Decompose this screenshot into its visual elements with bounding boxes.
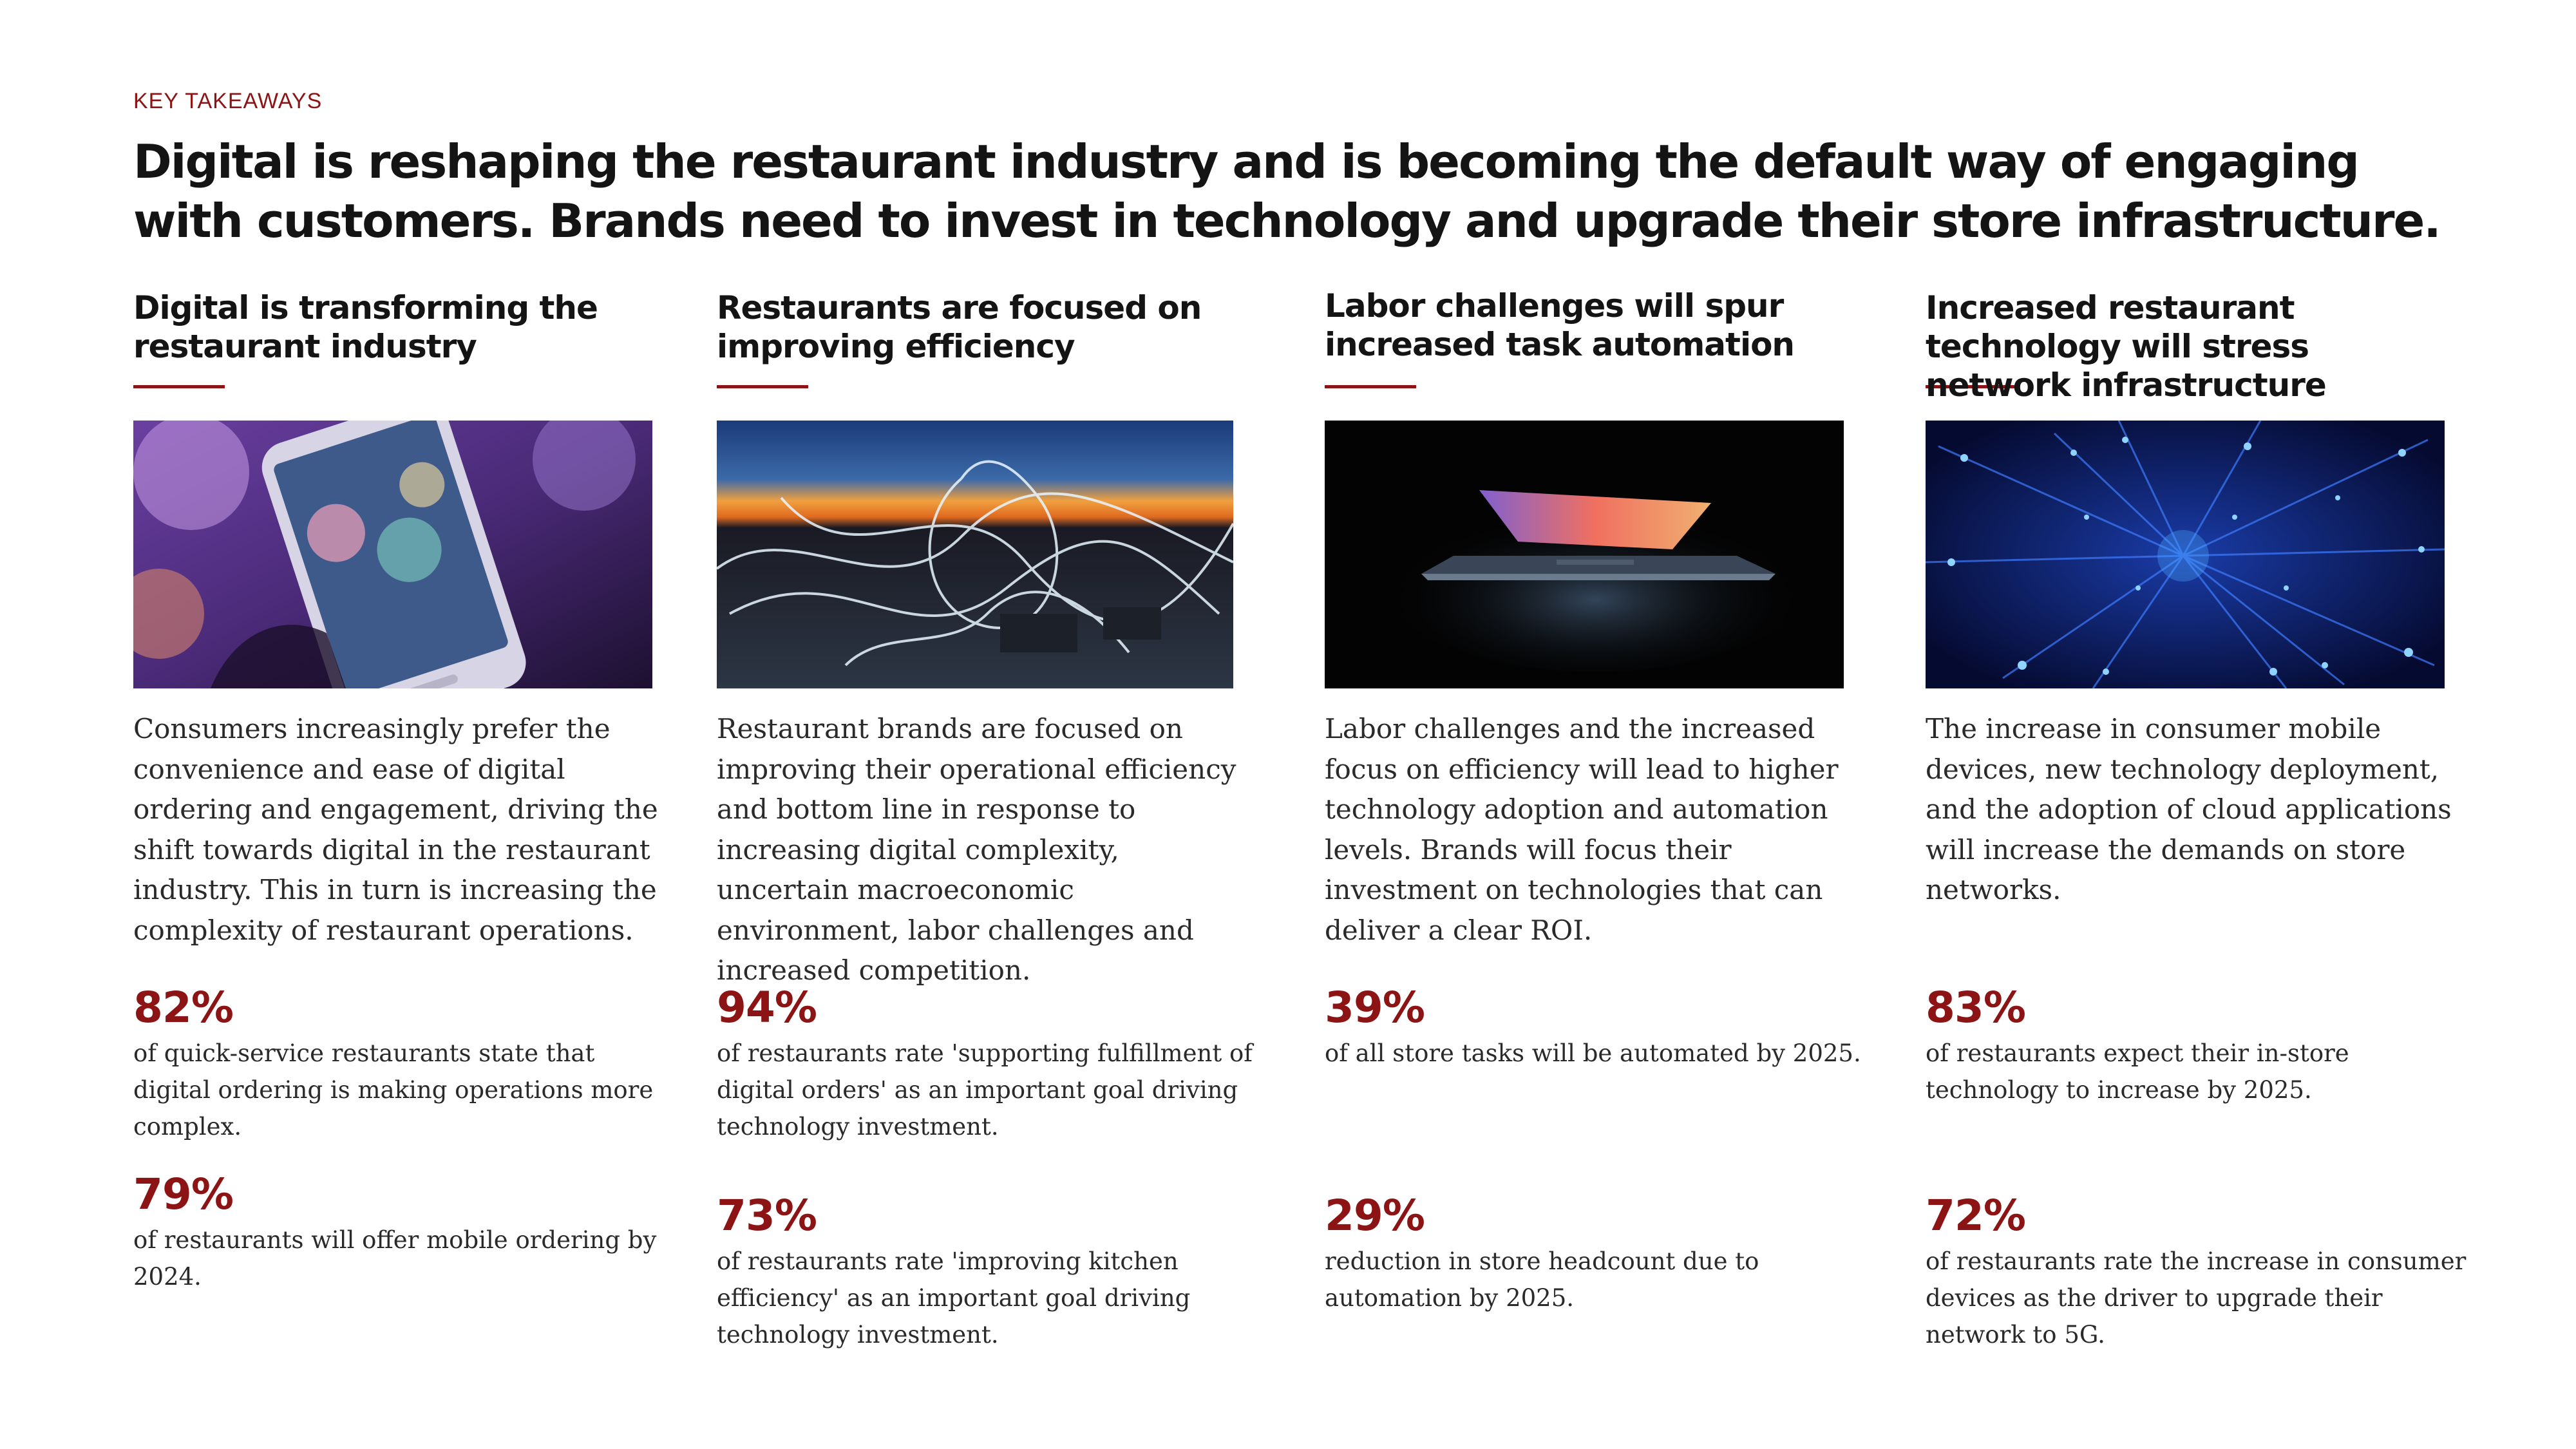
- smartphone-bokeh-photo: [133, 421, 652, 688]
- column-title: Restaurants are focused on improving eff…: [717, 289, 1202, 365]
- takeaway-column-labor: Labor challenges will spur increased tas…: [1325, 287, 1861, 1312]
- light-trails-sunset-photo: [717, 421, 1233, 688]
- stat-value: 39%: [1325, 983, 1425, 1032]
- accent-rule: [133, 385, 225, 388]
- column-body: The increase in consumer mobile devices,…: [1926, 713, 2452, 905]
- stat-value: 79%: [133, 1170, 234, 1219]
- fiber-optic-network-photo: [1926, 421, 2445, 688]
- eyebrow-label: KEY TAKEAWAYS: [133, 89, 323, 113]
- accent-rule: [1325, 385, 1416, 388]
- takeaway-column-network: Increased restaurant technology will str…: [1926, 289, 2466, 1349]
- stat-description: of restaurants rate 'improving kitchen e…: [717, 1247, 1191, 1349]
- column-title: Increased restaurant technology will str…: [1926, 289, 2327, 404]
- stat-block: 73% of restaurants rate 'improving kitch…: [717, 1190, 1258, 1353]
- stat-value: 94%: [717, 983, 817, 1032]
- glowing-laptop-photo: [1325, 421, 1844, 688]
- stat-description: of all store tasks will be automated by …: [1325, 1039, 1861, 1067]
- page-headline: Digital is reshaping the restaurant indu…: [133, 135, 2441, 248]
- stat-block: 79% of restaurants will offer mobile ord…: [133, 1169, 674, 1295]
- stat-description: of quick-service restaurants state that …: [133, 1039, 654, 1141]
- stat-value: 73%: [717, 1191, 817, 1240]
- column-body: Consumers increasingly prefer the conven…: [133, 713, 658, 946]
- stat-description: of restaurants expect their in-store tec…: [1926, 1039, 2349, 1104]
- takeaway-column-efficiency: Restaurants are focused on improving eff…: [717, 289, 1253, 1349]
- stat-block: 94% of restaurants rate 'supporting fulf…: [717, 982, 1258, 1145]
- stat-value: 83%: [1926, 983, 2026, 1032]
- stat-block: 83% of restaurants expect their in-store…: [1926, 982, 2467, 1108]
- stat-value: 82%: [133, 983, 234, 1032]
- stat-block: 72% of restaurants rate the increase in …: [1926, 1190, 2467, 1353]
- stat-block: 82% of quick-service restaurants state t…: [133, 982, 674, 1145]
- accent-rule: [717, 385, 808, 388]
- stat-block: 29% reduction in store headcount due to …: [1325, 1190, 1866, 1316]
- stat-description: of restaurants rate the increase in cons…: [1926, 1247, 2467, 1349]
- stat-description: reduction in store headcount due to auto…: [1325, 1247, 1759, 1312]
- accent-rule: [1926, 385, 2017, 388]
- stat-description: of restaurants rate 'supporting fulfillm…: [717, 1039, 1253, 1141]
- column-title: Labor challenges will spur increased tas…: [1325, 287, 1795, 363]
- stat-block: 39% of all store tasks will be automated…: [1325, 982, 1866, 1072]
- takeaway-column-digital: Digital is transforming the restaurant i…: [133, 289, 661, 1291]
- column-title: Digital is transforming the restaurant i…: [133, 289, 598, 365]
- stat-description: of restaurants will offer mobile orderin…: [133, 1226, 657, 1291]
- stat-value: 72%: [1926, 1191, 2026, 1240]
- column-body: Restaurant brands are focused on improvi…: [717, 713, 1236, 986]
- stat-value: 29%: [1325, 1191, 1425, 1240]
- column-body: Labor challenges and the increased focus…: [1325, 713, 1839, 946]
